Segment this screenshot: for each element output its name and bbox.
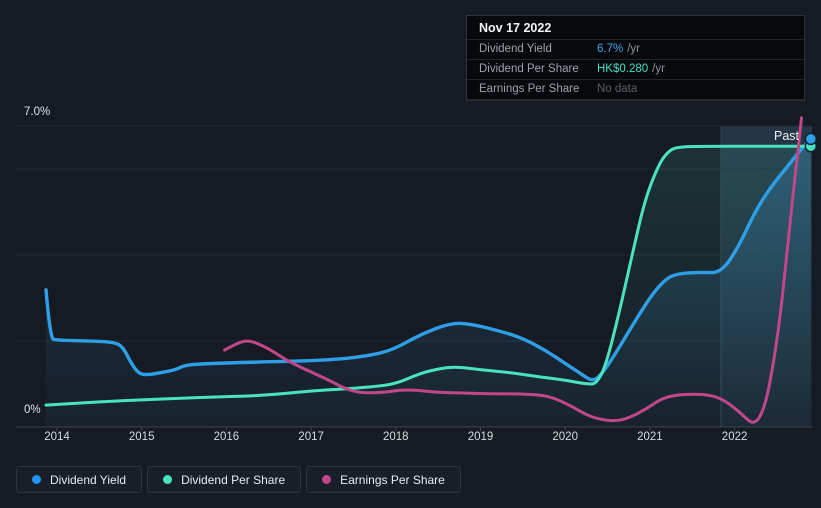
legend-label-earnings-per-share: Earnings Per Share	[340, 472, 445, 487]
x-axis-label: 2017	[298, 431, 324, 443]
legend-item-dividend-yield[interactable]: Dividend Yield	[16, 466, 143, 493]
dividend-per-share-dot-icon	[163, 475, 173, 484]
x-axis-label: 2022	[721, 431, 748, 443]
x-axis-label: 2014	[44, 431, 70, 443]
legend-label-dividend-per-share: Dividend Per Share	[181, 472, 286, 487]
tooltip-value: 6.7%	[597, 43, 624, 55]
dividend-yield-dot-icon	[32, 475, 41, 484]
earnings-per-share-dot-icon	[322, 475, 332, 484]
x-axis-label: 2016	[213, 431, 240, 443]
x-axis-label: 2015	[128, 431, 155, 443]
tooltip-label: Dividend Yield	[479, 43, 552, 55]
x-axis-label: 2019	[467, 431, 494, 443]
x-axis-label: 2020	[552, 431, 578, 443]
x-axis-label: 2021	[637, 431, 663, 443]
tooltip-unit: /yr	[652, 63, 665, 75]
chart-tooltip: Nov 17 2022 Dividend Yield 6.7% /yr Divi…	[466, 15, 805, 101]
legend-item-dividend-per-share[interactable]: Dividend Per Share	[147, 466, 302, 493]
legend-label-dividend-yield: Dividend Yield	[50, 472, 127, 487]
legend-item-earnings-per-share[interactable]: Earnings Per Share	[306, 466, 461, 493]
tooltip-row-earnings-per-share: Earnings Per Share No data	[467, 79, 804, 100]
tooltip-date: Nov 17 2022	[479, 21, 552, 35]
x-axis-label: 2018	[383, 431, 409, 443]
tooltip-label: Dividend Per Share	[479, 63, 579, 75]
tooltip-value: No data	[597, 83, 638, 95]
past-period-label: Past	[773, 129, 799, 143]
y-axis-bottom-label: 0%	[24, 404, 41, 416]
tooltip-row-dividend-yield: Dividend Yield 6.7% /yr	[467, 39, 804, 59]
y-axis-top-label: 7.0%	[24, 106, 51, 118]
tooltip-row-dividend-per-share: Dividend Per Share HK$0.280 /yr	[467, 59, 804, 79]
tooltip-value: HK$0.280	[597, 63, 649, 75]
tooltip-unit: /yr	[627, 43, 640, 55]
tooltip-label: Earnings Per Share	[479, 83, 580, 95]
chart-legend: Dividend Yield Dividend Per Share Earnin…	[16, 466, 461, 493]
